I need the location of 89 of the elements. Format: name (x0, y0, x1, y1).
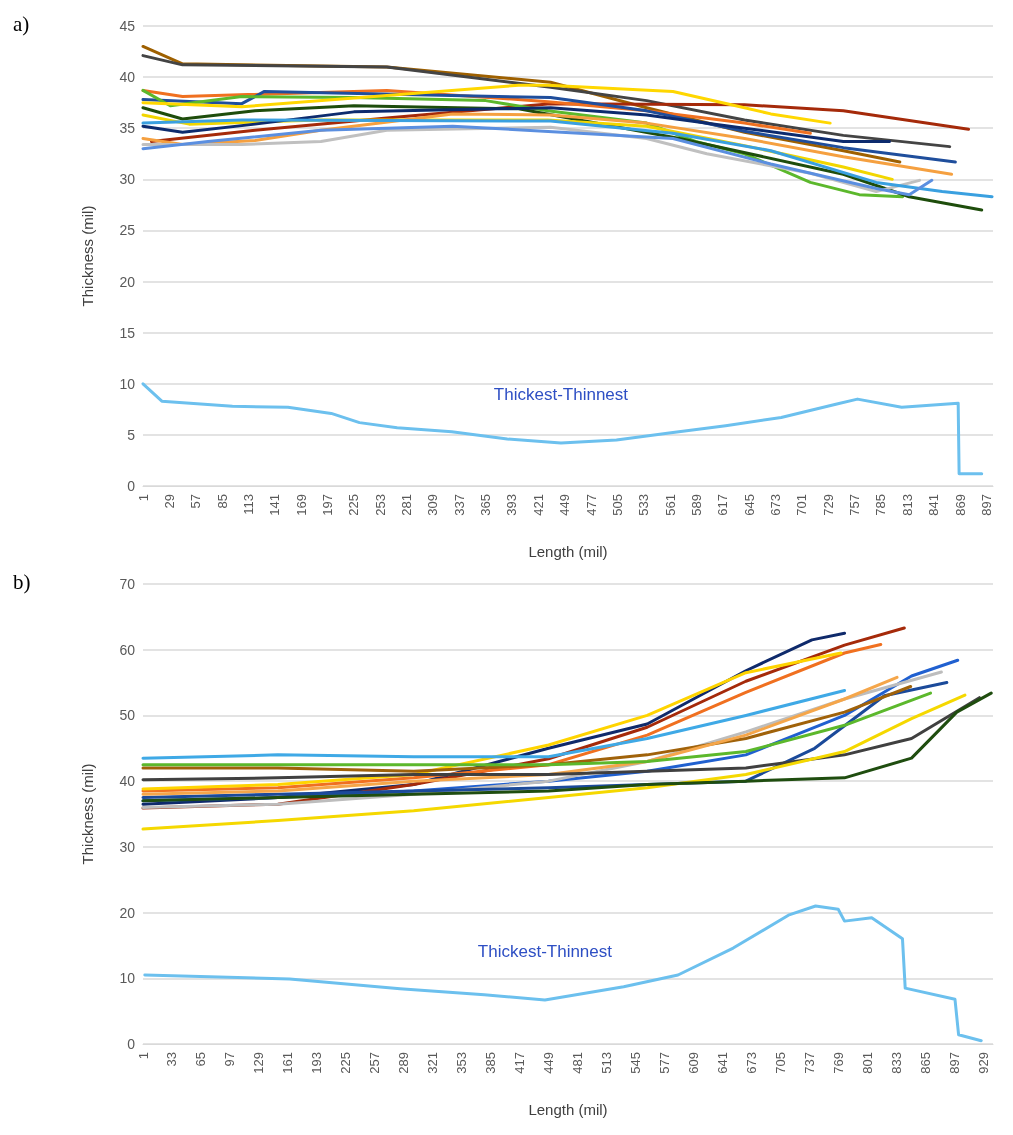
series-label: Thickest-Thinnest (477, 941, 613, 961)
x-tick-label: 393 (504, 494, 520, 516)
x-tick-label: 161 (280, 1052, 296, 1074)
x-tick-label: 577 (656, 1052, 672, 1074)
x-tick-label: 385 (483, 1052, 499, 1074)
y-tick-label: 30 (119, 171, 136, 188)
x-tick-label: 897 (978, 494, 994, 516)
y-tick-label: 15 (119, 324, 136, 341)
y-tick-label: 5 (127, 426, 136, 443)
x-tick-label: 1 (135, 1052, 151, 1060)
x-tick-label: 33 (164, 1052, 180, 1067)
x-tick-label: 97 (222, 1052, 238, 1067)
x-tick-label: 85 (214, 494, 230, 509)
x-tick-label: 505 (609, 494, 625, 516)
x-tick-label: 289 (396, 1052, 412, 1074)
y-tick-label: 25 (119, 222, 136, 239)
x-tick-label: 561 (662, 494, 678, 516)
x-tick-label: 705 (772, 1052, 788, 1074)
chart-title: a) (13, 11, 30, 36)
x-tick-label: 353 (454, 1052, 470, 1074)
y-axis-title: Thickness (mil) (79, 763, 96, 865)
x-tick-label: 129 (251, 1052, 267, 1074)
x-tick-label: 421 (530, 494, 546, 516)
x-tick-label: 929 (975, 1052, 991, 1074)
x-tick-label: 617 (715, 494, 731, 516)
x-tick-label: 533 (636, 494, 652, 516)
x-tick-label: 673 (743, 1052, 759, 1074)
x-tick-label: 449 (541, 1052, 557, 1074)
x-tick-label: 65 (193, 1052, 209, 1067)
x-tick-label: 225 (346, 494, 362, 516)
x-tick-label: 29 (161, 494, 177, 509)
y-tick-label: 45 (119, 18, 136, 34)
x-tick-label: 737 (801, 1052, 817, 1074)
x-tick-label: 641 (714, 1052, 730, 1074)
x-tick-label: 769 (830, 1052, 846, 1074)
x-tick-label: 869 (952, 494, 968, 516)
x-tick-label: 513 (598, 1052, 614, 1074)
y-tick-label: 0 (127, 1036, 136, 1052)
x-tick-label: 813 (899, 494, 915, 516)
x-tick-label: 225 (338, 1052, 354, 1074)
x-tick-label: 337 (451, 494, 467, 516)
x-tick-label: 197 (320, 494, 335, 516)
x-tick-label: 113 (240, 494, 256, 515)
x-tick-label: 169 (293, 494, 309, 516)
x-tick-label: 701 (794, 494, 810, 516)
x-tick-label: 645 (741, 494, 757, 516)
x-tick-label: 865 (917, 1052, 933, 1074)
x-tick-label: 801 (859, 1052, 875, 1074)
y-tick-label: 0 (127, 478, 136, 494)
y-tick-label: 20 (119, 904, 136, 921)
y-tick-label: 10 (119, 375, 136, 392)
y-tick-label: 20 (119, 273, 136, 290)
y-tick-label: 35 (119, 120, 136, 137)
x-tick-label: 309 (425, 494, 441, 516)
y-tick-label: 70 (119, 576, 136, 592)
x-tick-label: 141 (267, 494, 283, 516)
y-tick-label: 50 (119, 707, 136, 724)
x-tick-label: 589 (688, 494, 704, 516)
x-tick-label: 1 (135, 494, 151, 502)
x-tick-label: 545 (627, 1052, 643, 1074)
x-tick-label: 477 (583, 494, 599, 516)
x-tick-label: 897 (946, 1052, 962, 1074)
x-tick-label: 609 (685, 1052, 701, 1074)
x-tick-label: 253 (372, 494, 388, 516)
x-tick-label: 785 (873, 494, 889, 516)
x-tick-label: 193 (309, 1052, 325, 1074)
x-tick-label: 365 (478, 494, 494, 516)
chart-title: b) (13, 569, 31, 594)
series-label: Thickest-Thinnest (493, 385, 629, 405)
x-tick-label: 841 (926, 494, 942, 516)
x-tick-label: 673 (768, 494, 784, 516)
y-tick-label: 10 (119, 970, 136, 987)
x-tick-label: 481 (570, 1052, 585, 1074)
x-tick-label: 449 (557, 494, 573, 516)
x-tick-label: 417 (512, 1052, 528, 1074)
x-tick-label: 281 (399, 494, 415, 516)
x-tick-label: 321 (425, 1052, 441, 1074)
x-tick-label: 757 (847, 494, 863, 516)
x-tick-label: 833 (888, 1052, 904, 1074)
x-tick-label: 57 (188, 494, 204, 509)
y-tick-label: 60 (119, 641, 136, 658)
y-tick-label: 30 (119, 838, 136, 855)
y-axis-title: Thickness (mil) (79, 205, 96, 307)
x-axis-title: Length (mil) (528, 543, 608, 560)
x-tick-label: 729 (820, 494, 836, 516)
x-tick-label: 257 (367, 1052, 383, 1074)
y-tick-label: 40 (119, 773, 136, 790)
x-axis-title: Length (mil) (528, 1101, 608, 1118)
y-tick-label: 40 (119, 69, 136, 86)
